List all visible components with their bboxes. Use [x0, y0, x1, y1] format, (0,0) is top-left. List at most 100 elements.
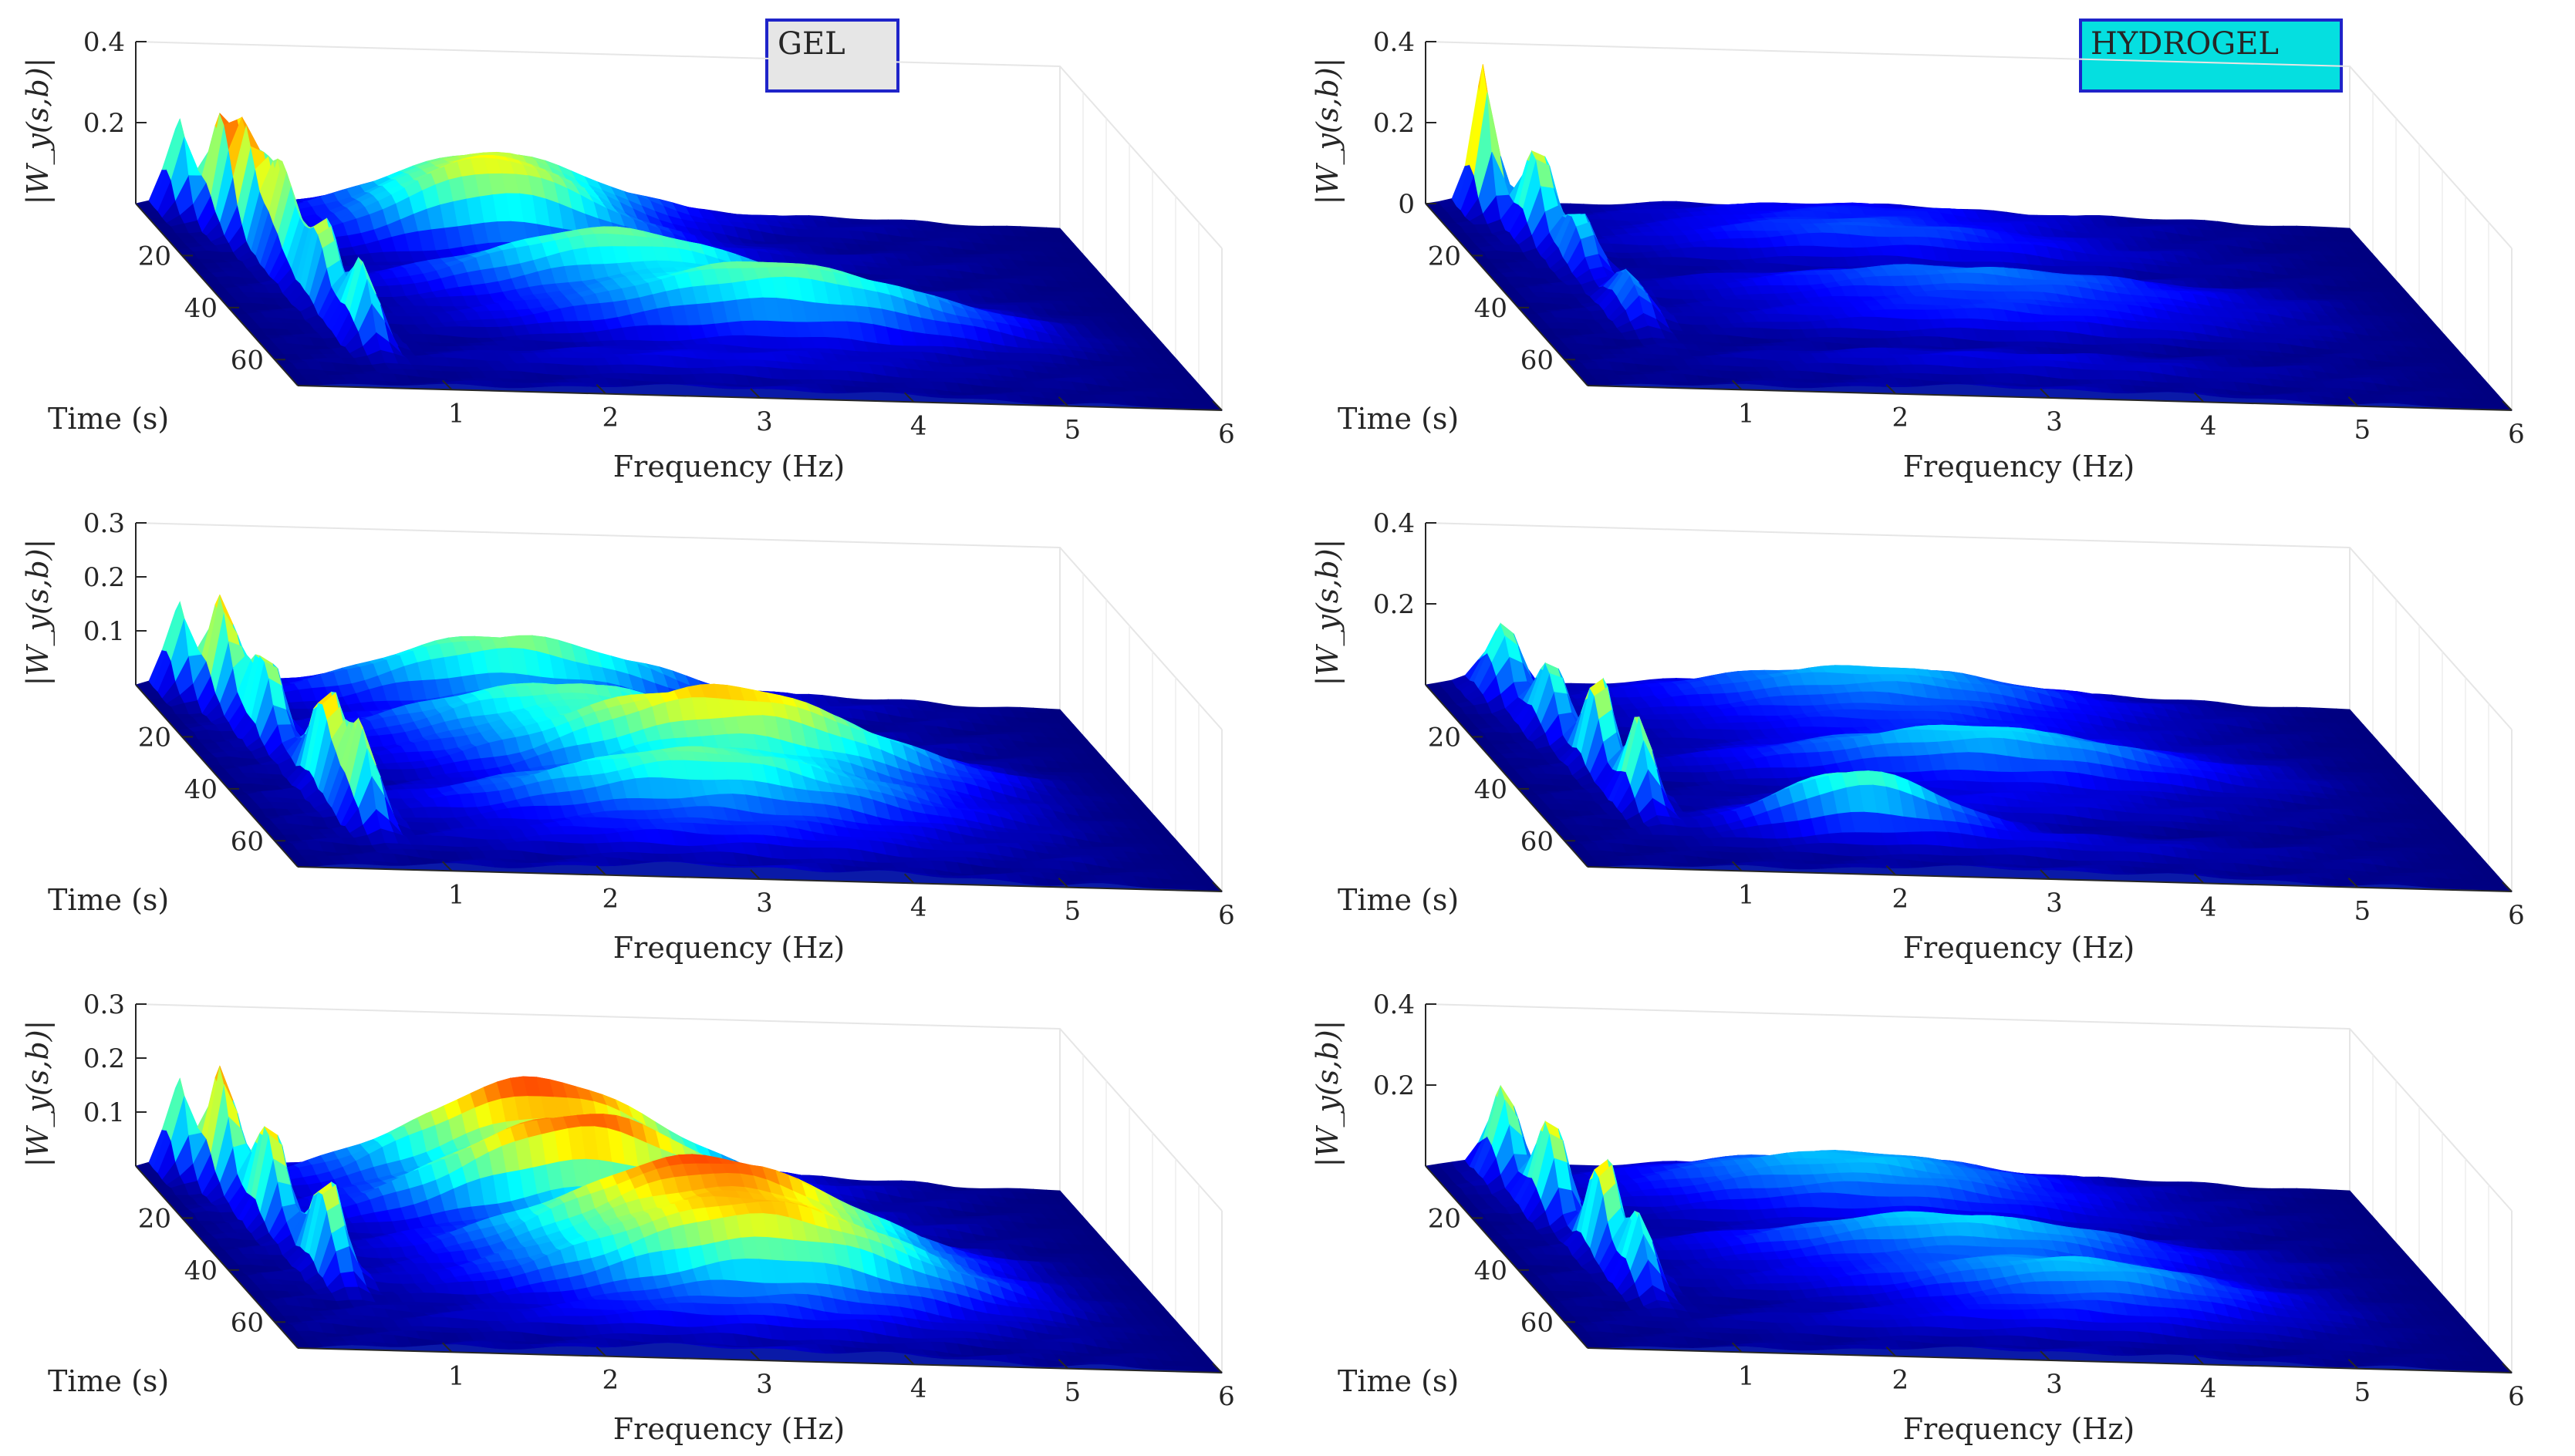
time-tick-label: 60 [1520, 826, 1554, 857]
time-axis-label: Time (s) [1338, 1364, 1459, 1398]
z-axis-label: |W_y(s,b)| [1311, 58, 1345, 205]
time-axis-line [135, 684, 299, 868]
frequency-tick-label: 5 [2354, 896, 2371, 927]
z-axis-label: |W_y(s,b)| [21, 1020, 56, 1168]
frequency-tick-mark [2347, 396, 2359, 407]
time-tick-label: 20 [138, 722, 171, 753]
frequency-tick-mark [2193, 873, 2205, 885]
z-tick-label: 0.4 [83, 27, 125, 58]
frequency-tick-mark [903, 873, 915, 885]
frequency-tick-label: 5 [2354, 415, 2371, 446]
legend-hydrogel-label: HYDROGEL [2091, 26, 2279, 62]
time-tick-label: 20 [1428, 722, 1461, 753]
frequency-tick-label: 1 [1738, 879, 1755, 910]
z-tick-label: 0.2 [1373, 1070, 1415, 1101]
frequency-tick-mark [2502, 881, 2513, 892]
frequency-axis-label: Frequency (Hz) [613, 1412, 845, 1446]
z-tick-label: 0.1 [83, 616, 125, 647]
frequency-tick-label: 2 [602, 1365, 619, 1396]
frequency-tick-label: 4 [2200, 410, 2217, 441]
time-tick-label: 40 [1474, 1255, 1507, 1286]
frequency-tick-label: 6 [1218, 900, 1235, 931]
z-axis-label: |W_y(s,b)| [21, 539, 56, 686]
frequency-tick-mark [1058, 396, 1069, 407]
surface-panel-gel-1: 1 2 3 4 5 6 20 40 60 0.2 0.4 Frequency (Hz) Time (s)… [21, 27, 1235, 484]
frequency-tick-label: 1 [1738, 398, 1755, 429]
frequency-tick-mark [2040, 869, 2050, 880]
frequency-tick-label: 4 [910, 410, 927, 441]
time-axis-line [1425, 684, 1588, 868]
surface-mesh [135, 112, 1223, 411]
time-axis-label: Time (s) [1338, 883, 1459, 917]
frequency-axis-label: Frequency (Hz) [613, 931, 845, 965]
frequency-tick-label: 1 [448, 879, 465, 910]
frequency-tick-label: 3 [2046, 406, 2063, 437]
time-tick-label: 20 [138, 1203, 171, 1234]
surface-panel-hydrogel-3: 1 2 3 4 5 6 20 40 60 0.2 0.4 Frequency (Hz) Time (s)… [1311, 989, 2525, 1446]
z-tick-label: 0.2 [83, 108, 125, 139]
time-tick-label: 60 [1520, 345, 1554, 376]
z-tick-label: 0.3 [83, 989, 125, 1020]
z-tick-label: 0.4 [1373, 508, 1415, 539]
frequency-tick-mark [903, 392, 915, 403]
surface-panel-hydrogel-2: 1 2 3 4 5 6 20 40 60 0.2 0.4 Frequency (Hz) Time (s)… [1311, 508, 2525, 965]
frequency-tick-label: 2 [1892, 1365, 1909, 1396]
time-tick-label: 60 [231, 826, 264, 857]
z-tick-label: 0.2 [1373, 589, 1415, 620]
z-tick-label: 0.3 [83, 508, 125, 539]
surface-panel-gel-3: 1 2 3 4 5 6 20 40 60 0.1 0.2 0.3 Frequency (Hz) Time … [21, 989, 1235, 1446]
z-axis-label: |W_y(s,b)| [1311, 1020, 1345, 1168]
frequency-tick-label: 5 [1065, 1377, 1082, 1408]
time-axis-label: Time (s) [48, 1364, 169, 1398]
frequency-tick-label: 4 [910, 891, 927, 922]
time-axis-line [1425, 1165, 1588, 1349]
legend-gel-label: GEL [778, 26, 845, 62]
time-axis-label: Time (s) [48, 402, 169, 436]
frequency-tick-label: 6 [1218, 419, 1235, 450]
frequency-tick-label: 3 [756, 888, 773, 918]
frequency-tick-mark [1731, 861, 1743, 872]
z-axis-label: |W_y(s,b)| [21, 58, 56, 205]
frequency-tick-mark [1885, 383, 1897, 395]
frequency-tick-label: 2 [1892, 884, 1909, 915]
time-axis-label: Time (s) [1338, 402, 1459, 436]
surface-mesh [135, 1065, 1223, 1373]
time-tick-label: 20 [1428, 1203, 1461, 1234]
frequency-tick-mark [2502, 400, 2513, 411]
frequency-tick-mark [2347, 877, 2359, 888]
frequency-tick-label: 6 [2508, 900, 2525, 931]
z-tick-label: 0.1 [83, 1097, 125, 1128]
legend-gel: GEL [765, 19, 899, 93]
frequency-tick-mark [1212, 1363, 1223, 1373]
surface-front-edge [298, 1343, 1222, 1373]
frequency-axis-label: Frequency (Hz) [1903, 450, 2135, 484]
time-tick-label: 60 [231, 345, 264, 376]
frequency-tick-mark [2193, 1354, 2205, 1366]
legend-hydrogel: HYDROGEL [2079, 19, 2343, 93]
frequency-tick-mark [2193, 392, 2205, 403]
time-tick-label: 60 [231, 1307, 264, 1338]
frequency-axis-label: Frequency (Hz) [613, 450, 845, 484]
frequency-tick-label: 6 [1218, 1381, 1235, 1412]
time-tick-label: 40 [184, 293, 218, 324]
frequency-tick-mark [441, 861, 453, 872]
frequency-tick-mark [1731, 379, 1743, 391]
frequency-tick-label: 1 [448, 398, 465, 429]
frequency-tick-label: 3 [2046, 1369, 2063, 1400]
frequency-tick-mark [441, 1342, 453, 1353]
frequency-tick-mark [750, 1350, 761, 1361]
frequency-tick-label: 5 [2354, 1377, 2371, 1408]
time-tick-label: 60 [1520, 1307, 1554, 1338]
frequency-tick-label: 1 [1738, 1360, 1755, 1391]
time-axis-line [135, 203, 299, 386]
frequency-tick-label: 4 [2200, 891, 2217, 922]
frequency-tick-label: 4 [910, 1373, 927, 1404]
frequency-tick-label: 2 [1892, 403, 1909, 433]
frequency-tick-mark [1731, 1342, 1743, 1353]
frequency-tick-label: 1 [448, 1360, 465, 1391]
frequency-tick-mark [1212, 881, 1223, 892]
surface-panel-gel-2: 1 2 3 4 5 6 20 40 60 0.1 0.2 0.3 Frequency (Hz) Time … [21, 508, 1235, 965]
z-tick-label: 0.4 [1373, 27, 1415, 58]
z-tick-label: 0 [1398, 189, 1415, 220]
